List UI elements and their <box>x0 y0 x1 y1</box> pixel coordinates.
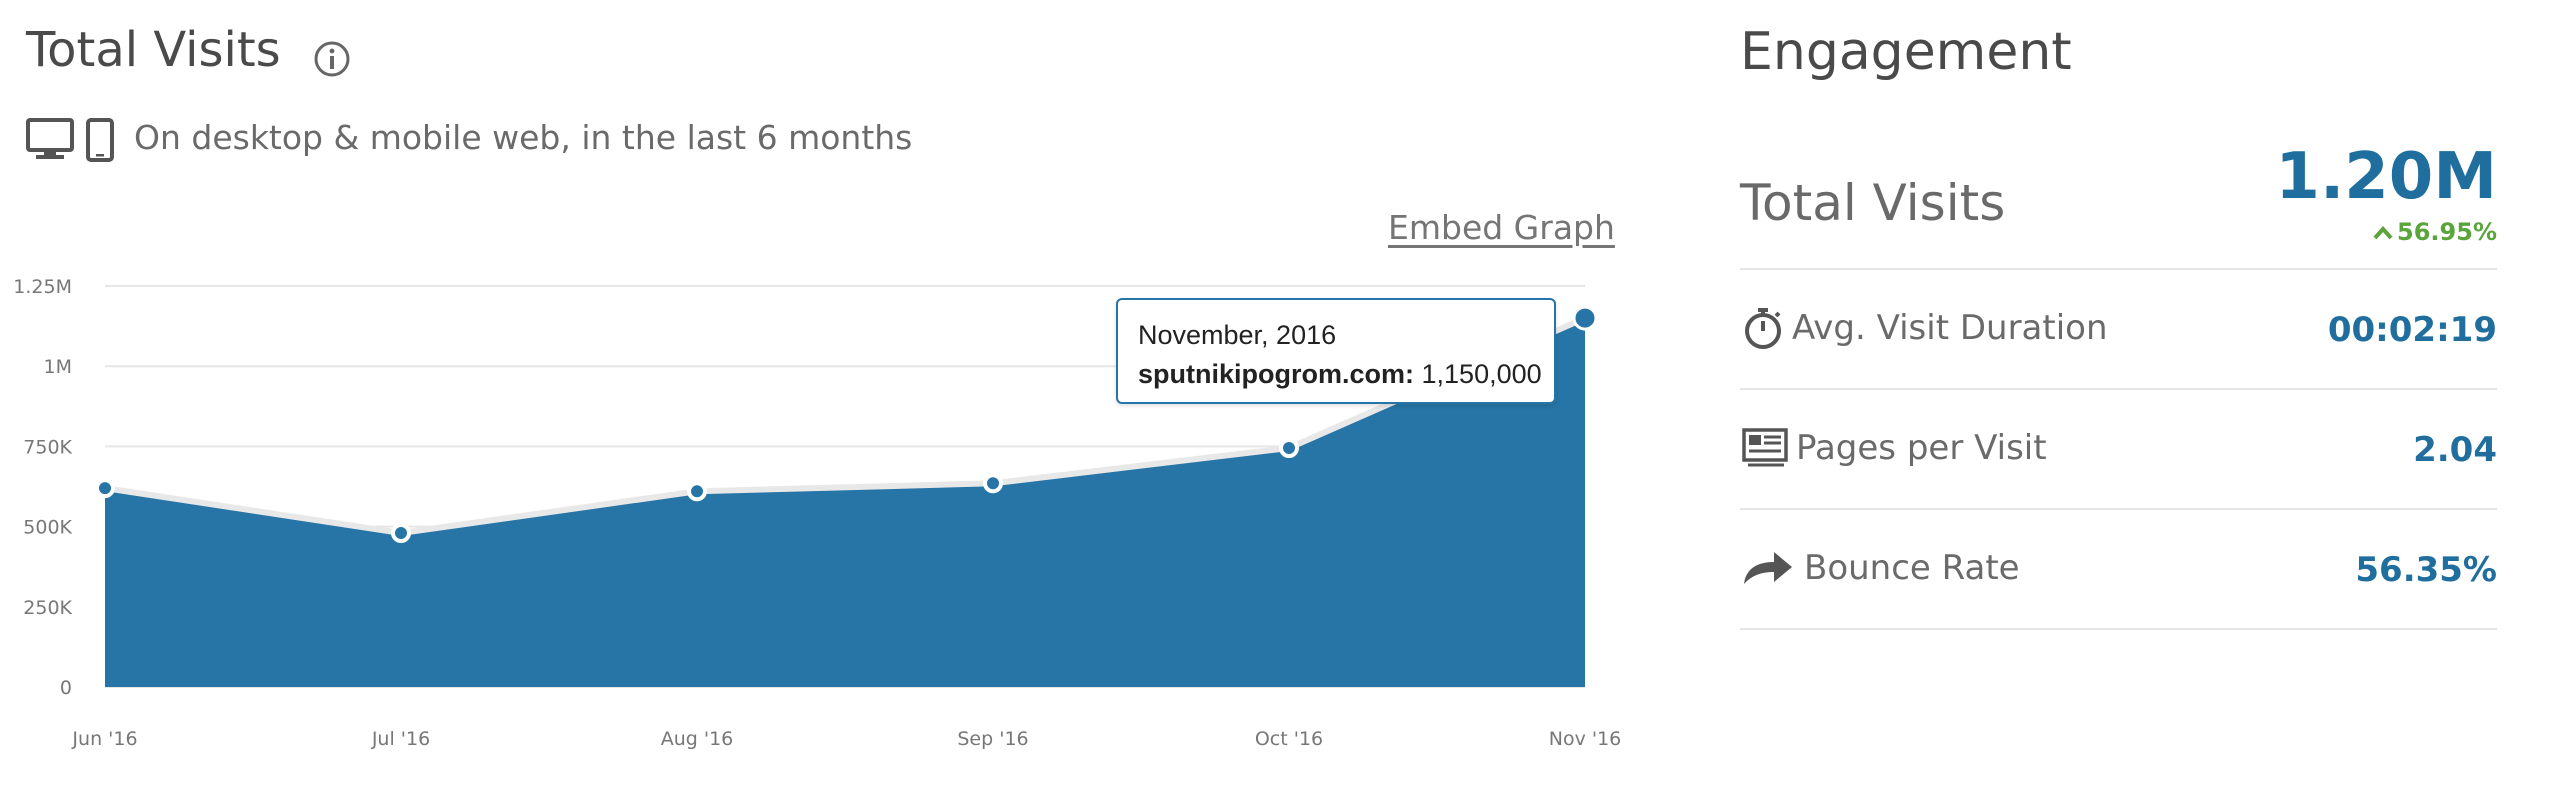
x-tick-label: Nov '16 <box>1549 728 1622 750</box>
engagement-row-total-visits: Total Visits 1.20M 56.95% <box>1740 140 2497 270</box>
total-visits-title: Total Visits <box>26 22 281 78</box>
total-visits-change: 56.95% <box>2373 218 2497 246</box>
total-visits-value: 1.20M <box>2275 140 2497 214</box>
device-icons <box>26 118 114 162</box>
mobile-icon <box>86 118 114 162</box>
info-icon[interactable] <box>313 40 351 78</box>
engagement-row-duration: Avg. Visit Duration 00:02:19 <box>1740 270 2497 390</box>
y-tick-label: 250K <box>23 597 72 619</box>
engagement-title: Engagement <box>1740 22 2072 82</box>
y-tick-label: 750K <box>23 436 72 458</box>
total-visits-change-value: 56.95% <box>2397 218 2497 246</box>
total-visits-subtitle: On desktop & mobile web, in the last 6 m… <box>134 118 913 157</box>
embed-graph-link[interactable]: Embed Graph <box>1388 208 1615 247</box>
tooltip-value: 1,150,000 <box>1421 359 1542 389</box>
y-tick-label: 1.25M <box>13 276 72 298</box>
visits-area <box>105 318 1585 687</box>
pages-icon <box>1742 428 1788 467</box>
desktop-icon <box>26 118 74 159</box>
data-point[interactable] <box>1572 305 1598 331</box>
data-point[interactable] <box>687 481 707 502</box>
y-tick-label: 1M <box>44 356 72 378</box>
metric-label-duration: Avg. Visit Duration <box>1792 308 2108 348</box>
total-visits-label: Total Visits <box>1740 174 2006 232</box>
engagement-row-bounce: Bounce Rate 56.35% <box>1740 510 2497 630</box>
metric-label-bounce: Bounce Rate <box>1804 548 2020 588</box>
tooltip-date: November, 2016 <box>1138 320 1337 350</box>
data-point[interactable] <box>391 523 411 544</box>
share-arrow-icon <box>1744 552 1792 584</box>
engagement-row-pages: Pages per Visit 2.04 <box>1740 390 2497 510</box>
metric-value-duration: 00:02:19 <box>2327 310 2497 350</box>
total-visits-panel: Total Visits On desktop & mobile web, in… <box>13 22 1622 750</box>
visits-line <box>104 315 1587 537</box>
data-point[interactable] <box>983 473 1003 494</box>
chart-tooltip: November, 2016 sputnikipogrom.com: 1,150… <box>1116 298 1556 404</box>
stopwatch-icon <box>1745 308 1781 349</box>
y-tick-label: 500K <box>23 517 72 539</box>
arrow-up-icon <box>2373 225 2393 240</box>
x-tick-label: Oct '16 <box>1255 728 1323 750</box>
metric-value-bounce: 56.35% <box>2355 550 2497 590</box>
x-tick-label: Aug '16 <box>661 728 734 750</box>
tooltip-site: sputnikipogrom.com: <box>1138 359 1414 389</box>
x-tick-label: Sep '16 <box>957 728 1028 750</box>
data-point[interactable] <box>1279 438 1299 459</box>
data-point[interactable] <box>95 478 115 499</box>
visits-chart: 0 250K 500K 750K 1M 1.25M Jun '16 Jul '16 Aug '… <box>13 276 1622 750</box>
metric-value-pages: 2.04 <box>2413 430 2497 470</box>
x-tick-label: Jun '16 <box>71 728 137 750</box>
x-tick-label: Jul '16 <box>371 728 430 750</box>
tooltip-line: sputnikipogrom.com: 1,150,000 <box>1138 359 1542 390</box>
y-tick-label: 0 <box>60 677 72 699</box>
engagement-panel: Engagement Total Visits 1.20M 56.95% Avg… <box>1740 0 2530 802</box>
metric-label-pages: Pages per Visit <box>1796 428 2047 468</box>
